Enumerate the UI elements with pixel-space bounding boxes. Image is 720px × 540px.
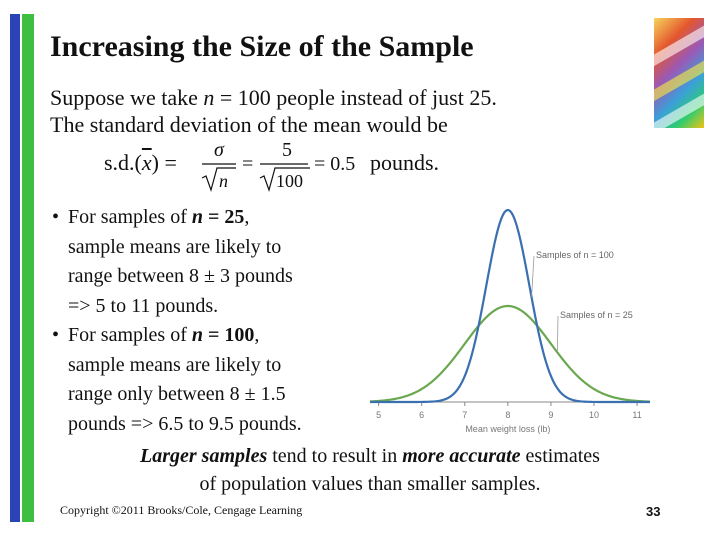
sd-formula: s.d.(x) = σ n = 5 100 = 0.5 pounds. [104, 134, 504, 194]
x-tick-label: 9 [548, 410, 553, 420]
x-axis-label: Mean weight loss (lb) [465, 424, 550, 434]
x-tick-label: 11 [632, 410, 641, 420]
bullet-list: • For samples of n = 25, sample means ar… [52, 203, 362, 439]
formula-numerator: 5 [282, 139, 292, 161]
bullet-line: sample means are likely to [68, 235, 282, 258]
bullet-dot-icon: • [52, 206, 60, 228]
bullet-line: For samples of n = 100, [68, 324, 260, 346]
accent-bar [10, 14, 34, 522]
x-tick-label: 8 [505, 410, 510, 420]
bullet-item-n25: • For samples of n = 25, sample means ar… [52, 203, 362, 321]
corner-decoration-image [654, 18, 704, 128]
annotation-label-n25: Samples of n = 25 [560, 310, 633, 320]
x-tick-label: 6 [419, 410, 424, 420]
conclusion-text: Larger samples tend to result in more ac… [100, 442, 640, 498]
formula-n: n [219, 171, 228, 191]
bullet-line: For samples of n = 25, [68, 206, 250, 228]
formula-sqrt-1 [201, 167, 236, 192]
bullet-line: range only between 8 ± 1.5 [68, 383, 286, 405]
bullet-line: range between 8 ± 3 pounds [68, 265, 293, 287]
formula-xbar: x [141, 150, 152, 175]
annotation-leader-line [556, 315, 559, 353]
formula-unit: pounds. [370, 150, 440, 175]
bullet-dot-icon: • [52, 324, 60, 346]
formula-math: σ n = 5 100 = 0.5 [201, 139, 355, 192]
formula-lhs: s.d.(x) = [104, 150, 177, 176]
formula-equals: = [242, 153, 253, 175]
formula-sqrt-2 [259, 167, 310, 192]
annotation-leader-line [531, 255, 535, 298]
x-tick-label: 7 [462, 410, 467, 420]
formula-sigma: σ [214, 139, 225, 161]
accent-bar-green [22, 14, 34, 522]
conclusion-line-1: Larger samples tend to result in more ac… [140, 445, 600, 467]
x-tick-label: 10 [589, 410, 599, 420]
x-tick-label: 5 [376, 410, 381, 420]
intro-line-2: The standard deviation of the mean would… [50, 112, 448, 137]
bullet-line: sample means are likely to [68, 353, 282, 376]
decoration-stripe [654, 18, 704, 68]
intro-text: Suppose we take n = 100 people instead o… [50, 84, 497, 138]
intro-line-1: Suppose we take n = 100 people instead o… [50, 85, 497, 110]
page-number: 33 [646, 504, 661, 519]
formula-lhs-close: ) = [151, 150, 177, 175]
bullet-item-n100: • For samples of n = 100, sample means a… [52, 321, 362, 439]
bullet-line: => 5 to 11 pounds. [68, 294, 219, 317]
accent-bar-blue [10, 14, 20, 522]
slide-title: Increasing the Size of the Sample [50, 30, 474, 63]
conclusion-line-2: of population values than smaller sample… [199, 473, 541, 495]
series-line-n100 [370, 208, 650, 404]
series-line-n25 [369, 304, 651, 403]
bullet-line: pounds => 6.5 to 9.5 pounds. [68, 412, 302, 435]
copyright-notice: Copyright ©2011 Brooks/Cole, Cengage Lea… [60, 503, 303, 517]
sampling-distribution-chart: 5 6 7 8 9 10 11 Mean weight loss (lb) Samples of… [369, 208, 651, 434]
formula-sd-label: s.d.( [104, 150, 142, 175]
formula-result: = 0.5 [314, 153, 355, 175]
formula-denominator: 100 [276, 171, 303, 191]
annotation-label-n100: Samples of n = 100 [536, 250, 614, 260]
